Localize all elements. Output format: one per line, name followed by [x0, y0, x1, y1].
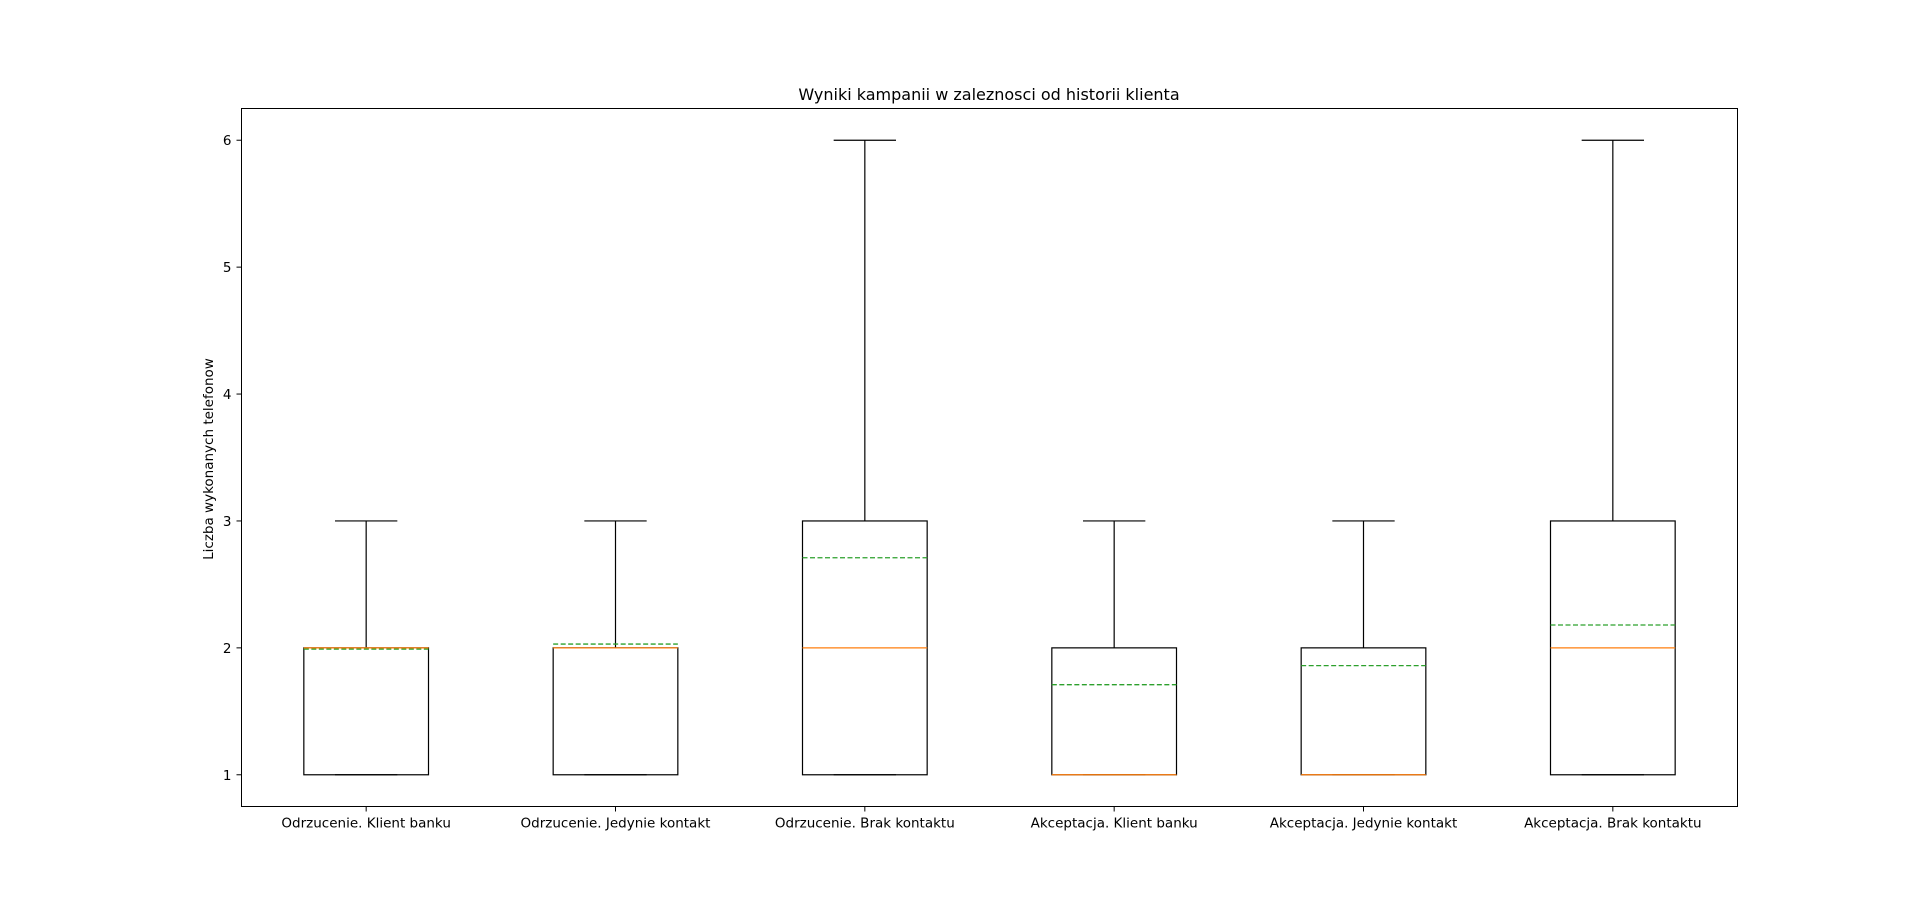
x-axis-ticks: Odrzucenie. Klient banku Odrzucenie. Jedy…: [281, 806, 1702, 832]
x-tick-label: Akceptacja. Brak kontaktu: [1524, 816, 1702, 832]
box-body: [1051, 647, 1178, 776]
box-6: [1549, 139, 1676, 776]
x-tick-label: Odrzucenie. Brak kontaktu: [775, 816, 955, 832]
box-group: [303, 139, 1676, 776]
y-tick-label: 5: [223, 260, 232, 276]
y-tick-label: 6: [223, 133, 232, 149]
y-tick-label: 3: [223, 514, 232, 530]
y-axis-label: Liczba wykonanych telefonow: [201, 358, 217, 560]
chart-title: Wyniki kampanii w zaleznosci od historii…: [798, 85, 1179, 104]
box-4: [1051, 520, 1178, 776]
plot-area-frame: [241, 108, 1738, 807]
x-tick-label: Odrzucenie. Jedynie kontakt: [521, 816, 711, 832]
y-tick-label: 4: [223, 387, 232, 403]
y-axis-ticks: 1 2 3 4 5 6: [223, 133, 242, 784]
x-tick-label: Odrzucenie. Klient banku: [281, 816, 450, 832]
box-body: [1300, 647, 1427, 776]
x-tick-label: Akceptacja. Klient banku: [1031, 816, 1198, 832]
y-tick-label: 1: [223, 768, 232, 784]
box-body: [303, 647, 430, 776]
box-5: [1300, 520, 1427, 776]
box-2: [552, 520, 679, 776]
box-3: [801, 139, 928, 776]
y-tick-label: 2: [223, 641, 232, 657]
box-1: [303, 520, 430, 776]
x-tick-label: Akceptacja. Jedynie kontakt: [1270, 816, 1458, 832]
box-body: [552, 647, 679, 776]
